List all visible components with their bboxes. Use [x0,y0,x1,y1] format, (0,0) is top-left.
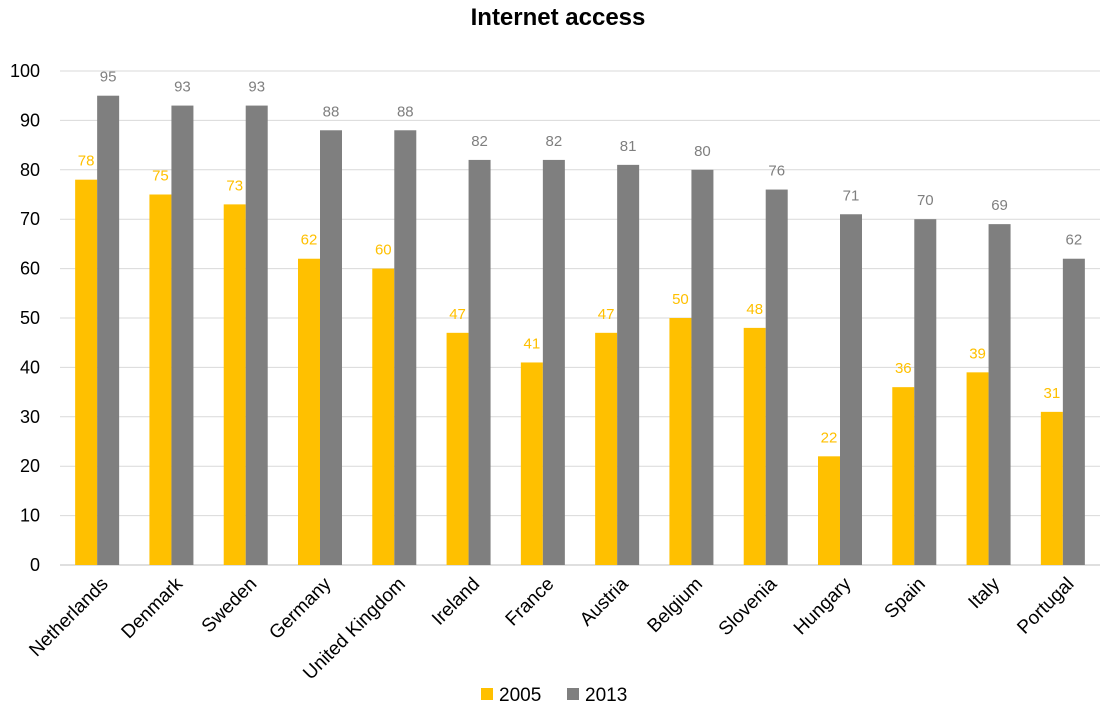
data-label: 93 [248,79,265,96]
legend: 2005 2013 [481,685,627,706]
y-tick-label: 90 [20,110,40,130]
y-tick-label: 80 [20,160,40,180]
bar-2013-denmark [171,105,194,565]
data-label: 47 [598,306,615,323]
data-label: 73 [226,177,243,194]
x-tick-label: Belgium [644,574,707,637]
data-label: 93 [174,79,191,96]
bar-2013-france [542,159,565,566]
data-label: 80 [694,143,711,160]
legend-label-2005: 2005 [499,685,541,706]
x-tick-label: France [502,574,559,631]
x-tick-label: Austria [576,573,633,630]
data-label: 36 [895,360,912,377]
data-label: 48 [746,301,763,318]
bar-2013-austria [617,164,640,566]
data-label: 75 [152,168,169,185]
bar-2005-hungary [818,456,840,565]
data-label: 60 [375,242,392,259]
x-tick-label: Denmark [118,573,188,643]
data-label: 78 [78,153,95,170]
x-tick-label: Italy [965,573,1005,613]
bar-2013-hungary [840,214,862,565]
y-axis-ticks: 0 10 20 30 40 50 60 70 80 90 100 [10,61,40,575]
bar-2005-united-kingdom [372,268,395,565]
bar-2013-spain [914,219,937,565]
data-label: 81 [620,138,637,155]
legend-label-2013: 2013 [585,685,627,706]
y-tick-label: 20 [20,456,40,476]
legend-swatch-2013 [567,688,579,700]
bar-2013-belgium [691,169,714,566]
y-tick-label: 10 [20,506,40,526]
data-label: 88 [323,103,340,120]
bar-2005-france [520,362,543,565]
data-label: 39 [969,345,986,362]
bar-2013-netherlands [97,95,120,565]
bar-2005-italy [966,372,989,565]
data-label: 82 [546,133,563,150]
bar-2005-belgium [669,318,692,565]
data-label: 22 [821,429,838,446]
gridlines [60,70,1100,566]
y-tick-label: 30 [20,407,40,427]
bar-2005-portugal [1040,411,1063,565]
y-tick-label: 0 [30,555,40,575]
x-tick-label: Netherlands [25,574,112,661]
data-label: 31 [1044,385,1061,402]
bar-2005-spain [892,387,915,565]
x-tick-label: Slovenia [715,573,782,640]
bar-2013-slovenia [765,189,788,565]
y-tick-label: 50 [20,308,40,328]
x-tick-label: Germany [265,573,335,643]
y-tick-label: 70 [20,209,40,229]
bar-2013-italy [988,224,1011,565]
data-label: 69 [991,197,1008,214]
x-tick-label: Sweden [198,574,261,637]
bar-2005-sweden [223,204,246,565]
data-label: 82 [471,133,488,150]
x-tick-label: Portugal [1013,574,1078,639]
data-label: 62 [301,232,318,249]
data-label: 88 [397,103,414,120]
chart-title: Internet access [471,4,646,31]
x-tick-label: Ireland [428,574,484,630]
data-label: 71 [843,187,860,204]
bar-2005-slovenia [743,327,766,565]
bar-2005-austria [595,332,618,565]
y-tick-label: 100 [10,61,40,81]
bar-2005-netherlands [75,179,98,565]
data-label: 41 [524,335,541,352]
bars [75,95,1085,566]
data-label: 62 [1066,232,1083,249]
y-tick-label: 60 [20,259,40,279]
x-tick-label: Hungary [790,573,856,639]
y-tick-label: 40 [20,357,40,377]
data-label: 70 [917,192,934,209]
bar-2013-sweden [245,105,268,565]
data-label: 50 [672,291,689,308]
bar-2005-ireland [446,332,469,565]
data-label: 95 [100,69,117,86]
data-labels: 78 75 73 62 60 47 41 47 50 48 22 36 39 31 95 93 93 88 88 82… [78,69,1082,447]
bar-2013-portugal [1062,258,1085,565]
bar-2005-germany [298,258,320,565]
bar-2013-united-kingdom [394,130,417,565]
bar-2013-germany [320,130,342,565]
data-label: 47 [449,306,466,323]
x-tick-label: Spain [881,574,930,623]
bar-2005-denmark [149,194,172,565]
bar-2013-ireland [468,159,491,566]
legend-swatch-2005 [481,688,493,700]
data-label: 76 [768,163,785,180]
